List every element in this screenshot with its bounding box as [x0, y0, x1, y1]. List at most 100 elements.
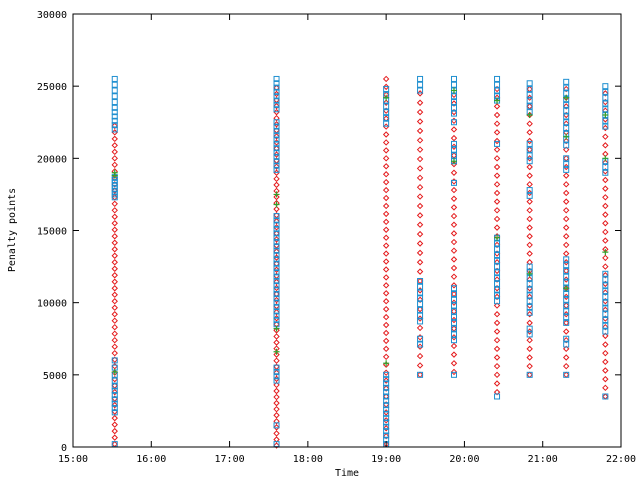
diamond-point [450, 221, 458, 228]
diamond-point [382, 321, 390, 329]
square-point [526, 140, 533, 147]
diamond-point [493, 146, 501, 153]
diamond-point [493, 362, 501, 370]
diamond-point [416, 277, 424, 285]
square-point [526, 292, 533, 299]
square-point [273, 295, 280, 302]
diamond-point [493, 328, 501, 335]
diamond-point [562, 233, 570, 240]
square-point [273, 106, 280, 113]
square-point [273, 299, 280, 306]
square-point [273, 123, 280, 130]
diamond-point [416, 221, 424, 228]
diamond-point [382, 298, 390, 305]
square-point [563, 113, 570, 120]
diamond-point [562, 103, 570, 110]
diamond-point [273, 387, 280, 395]
diamond-point [493, 103, 501, 110]
square-point [273, 149, 280, 156]
square-point [417, 335, 424, 342]
square-point [383, 415, 390, 422]
square-point [450, 337, 457, 344]
diamond-point [493, 163, 501, 171]
diamond-point [111, 362, 118, 370]
square-point [273, 162, 280, 169]
square-point [273, 158, 280, 165]
square-point [526, 80, 533, 87]
diamond-point [493, 198, 501, 205]
diamond-point [493, 172, 501, 179]
square-point [417, 371, 424, 378]
diamond-point [493, 111, 501, 119]
diamond-point [416, 165, 424, 172]
square-point [602, 94, 609, 101]
square-point [273, 153, 280, 160]
diamond-point [382, 425, 390, 432]
diamond-point [382, 313, 390, 321]
diamond-point [273, 248, 280, 255]
diamond-point [562, 224, 570, 231]
square-point [602, 106, 609, 113]
diamond-point [273, 102, 280, 110]
square-point [273, 213, 280, 220]
diamond-point [602, 393, 609, 400]
diamond-point [450, 282, 458, 289]
y-tick-label: 10000 [37, 299, 67, 310]
square-point [273, 140, 280, 147]
square-point [111, 383, 118, 390]
square-point [563, 107, 570, 114]
square-point [494, 292, 501, 299]
square-point [450, 314, 457, 321]
square-point [494, 275, 501, 282]
square-point [111, 122, 118, 129]
square-point [383, 376, 390, 383]
diamond-point [382, 186, 390, 194]
diamond-point [111, 317, 118, 324]
diamond-point [450, 212, 458, 220]
square-point [273, 84, 280, 91]
square-point [526, 152, 533, 159]
diamond-point [562, 137, 570, 145]
diamond-point [273, 266, 280, 273]
square-point [602, 393, 609, 400]
diamond-point [493, 311, 501, 318]
diamond-point [111, 252, 118, 259]
diamond-point [111, 304, 118, 311]
diamond-point [382, 242, 390, 249]
diamond-point [273, 339, 280, 346]
square-point [273, 422, 280, 429]
square-point [111, 117, 118, 124]
square-point [383, 428, 390, 435]
x-axis-label: Time [335, 468, 359, 479]
diamond-point [450, 230, 458, 237]
diamond-point [111, 343, 118, 350]
square-point [602, 117, 609, 124]
diamond-point [382, 377, 390, 384]
diamond-point [273, 430, 280, 437]
diamond-point [382, 329, 390, 337]
diamond-point [526, 319, 533, 327]
square-point [563, 267, 570, 274]
plus-point [526, 112, 533, 119]
diamond-point [273, 351, 280, 358]
square-point [526, 86, 533, 93]
diamond-point [111, 233, 118, 240]
diamond-point [526, 146, 533, 153]
square-point [111, 81, 118, 88]
diamond-point [382, 147, 390, 154]
square-point [526, 187, 533, 194]
diamond-point [450, 360, 458, 367]
diamond-point [526, 371, 533, 379]
diamond-point [111, 213, 118, 220]
square-point [494, 286, 501, 293]
diamond-point [111, 142, 118, 149]
square-point [111, 441, 118, 448]
x-tick-label: 16:00 [136, 454, 166, 465]
square-point [111, 99, 118, 106]
diamond-point [562, 362, 570, 370]
diamond-point [416, 230, 424, 238]
square-point [417, 341, 424, 348]
square-point [563, 296, 570, 303]
diamond-point [111, 148, 118, 156]
diamond-point [273, 357, 280, 364]
